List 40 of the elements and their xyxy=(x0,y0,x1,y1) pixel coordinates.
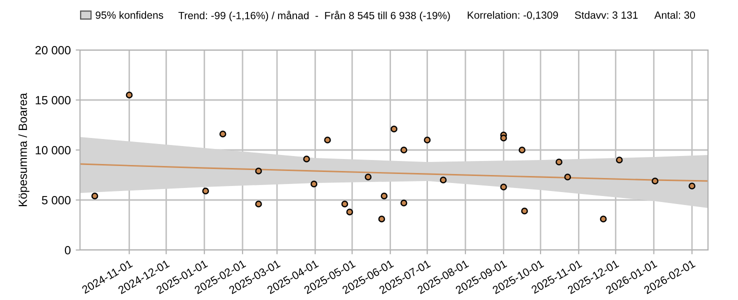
point xyxy=(255,168,262,174)
point xyxy=(440,176,447,184)
point xyxy=(346,208,354,216)
point xyxy=(380,192,388,200)
y-tick-label: 15 000 xyxy=(36,96,71,104)
point xyxy=(652,178,658,184)
point xyxy=(219,130,226,138)
point xyxy=(341,200,348,208)
point xyxy=(303,156,310,162)
point xyxy=(518,146,526,154)
point xyxy=(500,134,507,142)
point xyxy=(390,126,398,132)
text: Korrelation: -0,1309 xyxy=(468,11,558,20)
text: Trend: -99 (-1,16%) / månad - Från 8 545 till 6 938 (-19%) xyxy=(178,10,450,22)
point xyxy=(500,184,507,190)
point xyxy=(424,136,431,144)
point xyxy=(310,180,318,188)
point xyxy=(378,216,386,222)
point xyxy=(600,216,607,222)
text: Antal: 30 xyxy=(654,11,696,19)
text: 95% konfidens xyxy=(96,11,164,19)
point xyxy=(91,192,98,200)
point xyxy=(255,200,262,208)
point xyxy=(324,136,331,144)
y-axis-title: Köpesumma / Boarea xyxy=(18,92,30,206)
point xyxy=(564,174,572,180)
y-tick-label: 10 000 xyxy=(36,146,71,154)
point xyxy=(400,146,408,154)
text: Stdavv: 3 131 xyxy=(574,11,638,19)
y-tick-label: 5 000 xyxy=(42,196,71,204)
point xyxy=(400,200,408,206)
y-tick-label: 20 000 xyxy=(35,46,71,54)
point xyxy=(364,174,372,180)
point xyxy=(521,208,528,214)
y-tick-label: 0 xyxy=(64,246,71,254)
point xyxy=(688,182,696,190)
point xyxy=(202,188,210,194)
point xyxy=(126,92,133,98)
point xyxy=(556,158,562,166)
point xyxy=(616,156,623,164)
